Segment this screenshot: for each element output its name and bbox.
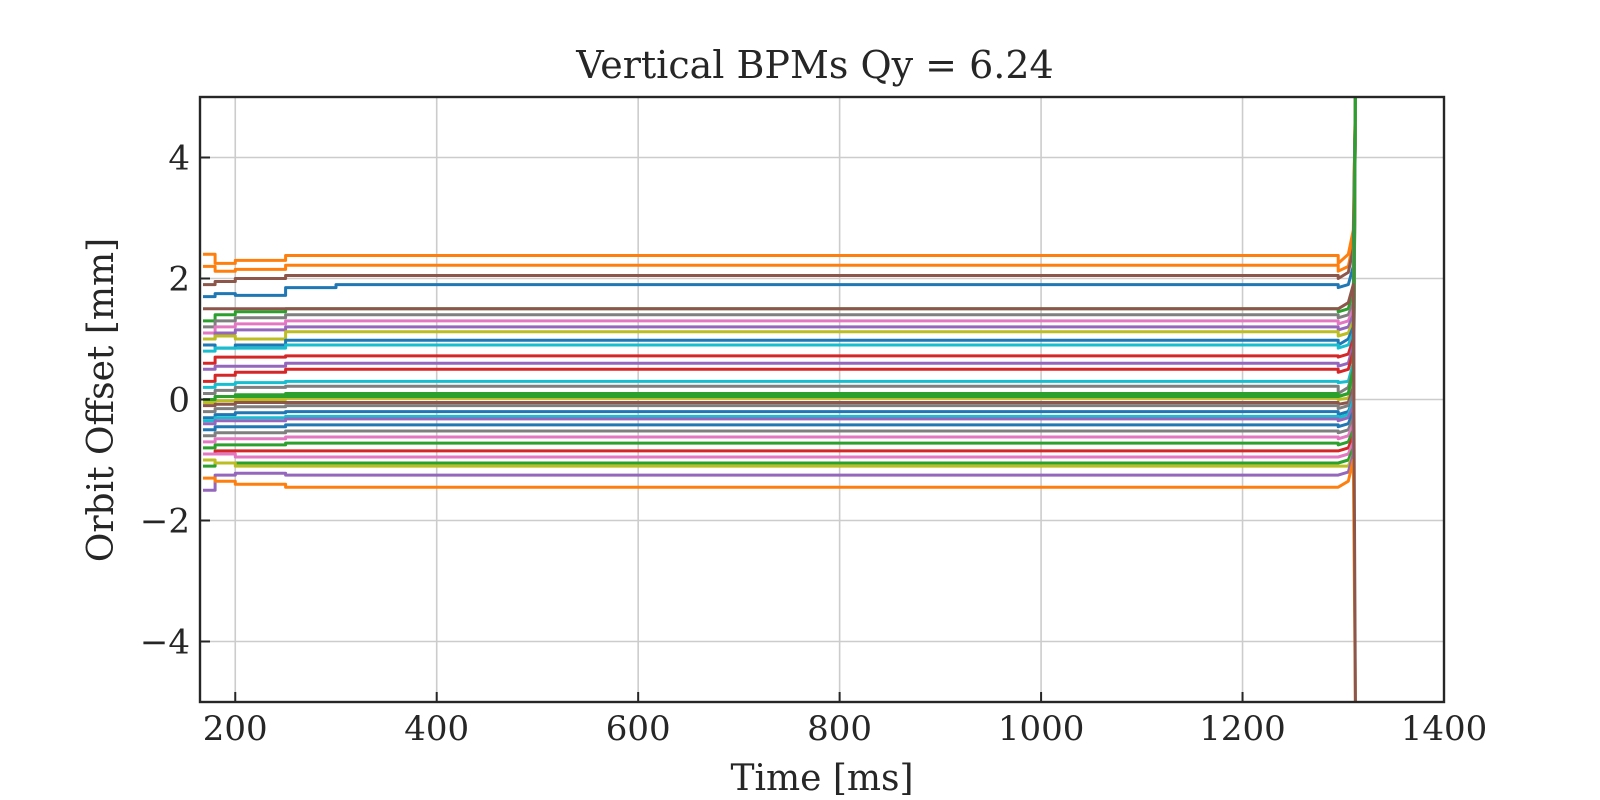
series-line-18 <box>203 97 1357 404</box>
series-line-8 <box>203 97 1357 341</box>
y-tick-label: 4 <box>168 139 190 179</box>
series-line-6 <box>203 97 1357 329</box>
x-tick-label: 800 <box>807 709 872 749</box>
series-line-26 <box>203 97 1357 444</box>
plot-area <box>203 97 1357 702</box>
y-tick-label: 2 <box>168 260 190 300</box>
series-line-28 <box>203 97 1357 456</box>
series-line-12 <box>203 97 1357 365</box>
series-line-27 <box>203 97 1357 450</box>
series-line-5 <box>203 97 1357 323</box>
series-line-15 <box>203 97 1357 389</box>
series-line-10 <box>203 97 1357 350</box>
series-line-23 <box>203 97 1357 426</box>
y-tick-label: −4 <box>140 623 190 663</box>
x-tick-label: 1400 <box>1401 709 1488 749</box>
x-tick-label: 1000 <box>998 709 1085 749</box>
series-line-14 <box>203 97 1357 383</box>
series-line-16 <box>203 97 1357 395</box>
series-line-13 <box>203 97 1357 371</box>
series-line-2 <box>203 97 1357 273</box>
series-line-34 <box>203 97 1357 401</box>
series-line-11 <box>203 97 1357 353</box>
series-line-35 <box>203 283 1357 702</box>
series-line-25 <box>203 97 1357 438</box>
x-tick-label: 200 <box>203 709 268 749</box>
series-line-9 <box>203 97 1357 341</box>
series-line-22 <box>203 97 1357 423</box>
series-line-17 <box>203 97 1357 401</box>
x-tick-label: 600 <box>606 709 671 749</box>
series-line-3 <box>203 97 1357 287</box>
series-line-32 <box>203 97 1357 492</box>
series-line-29 <box>203 97 1357 459</box>
y-tick-label: 0 <box>168 381 190 421</box>
ticks: 200 400 600 800 1000 1200 1400 4 2 0 −2 −4 <box>140 139 1487 750</box>
series-line-7 <box>203 97 1357 335</box>
y-axis-label: Orbit Offset [mm] <box>81 238 122 562</box>
y-tick-label: −2 <box>140 502 190 542</box>
series-line-21 <box>203 97 1357 420</box>
series-line-19 <box>203 97 1357 408</box>
series-line-4 <box>203 97 1357 299</box>
series-line-33 <box>203 458 1357 702</box>
x-axis-label: Time [ms] <box>730 758 913 799</box>
chart-title: Vertical BPMs Qy = 6.24 <box>575 43 1053 87</box>
x-tick-label: 1200 <box>1199 709 1286 749</box>
series-line-20 <box>203 97 1357 414</box>
series-line-24 <box>203 97 1357 432</box>
x-tick-label: 400 <box>404 709 469 749</box>
series-line-1 <box>203 97 1357 265</box>
